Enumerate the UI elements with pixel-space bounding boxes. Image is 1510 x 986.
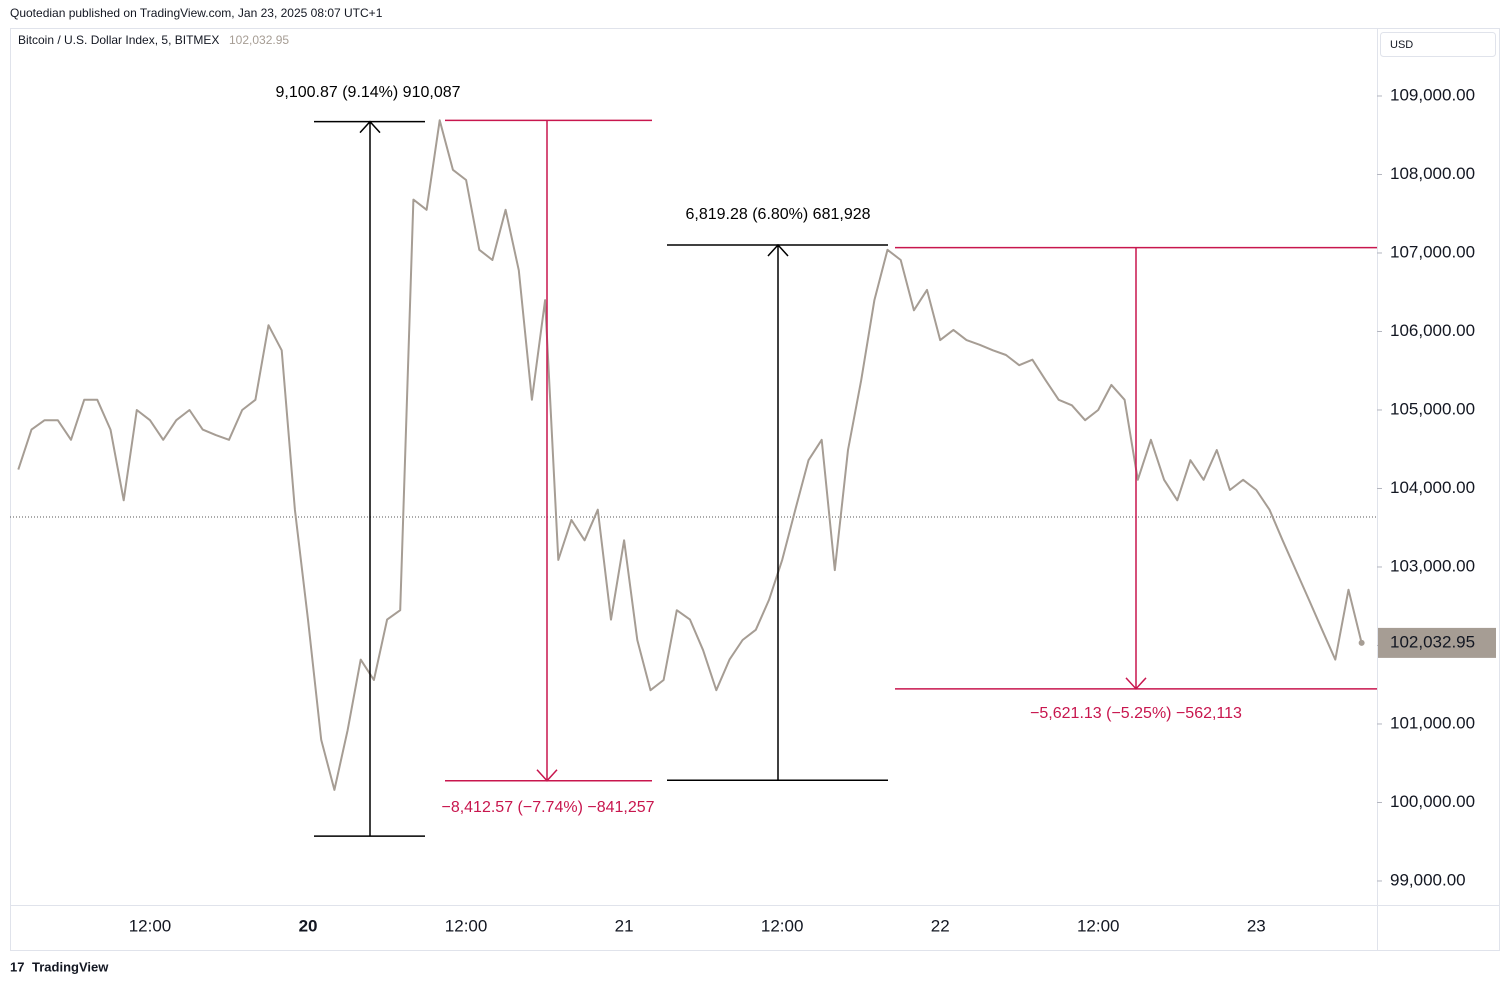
- measure-arrow: [536, 120, 558, 782]
- x-tick-label: 23: [1247, 916, 1266, 935]
- x-tick-label: 21: [615, 916, 634, 935]
- last-point: [1358, 639, 1365, 646]
- x-tick-label: 12:00: [761, 916, 804, 935]
- y-tick-label: 106,000.00: [1390, 321, 1475, 340]
- measure-label: −8,412.57 (−7.74%) −841,257: [441, 799, 654, 816]
- measure-label: 9,100.87 (9.14%) 910,087: [275, 84, 460, 101]
- last-price-box: [1378, 627, 1496, 658]
- measure-arrow: [1125, 247, 1147, 690]
- measure-label: −5,621.13 (−5.25%) −562,113: [1030, 705, 1242, 722]
- header-price: 102,032.95: [229, 33, 289, 47]
- x-tick-label: 12:00: [445, 916, 488, 935]
- x-tick-label: 20: [299, 916, 318, 935]
- y-tick-label: 109,000.00: [1390, 85, 1475, 104]
- currency-label[interactable]: USD: [1390, 39, 1413, 51]
- y-tick-label: 104,000.00: [1390, 478, 1475, 497]
- y-tick-label: 107,000.00: [1390, 242, 1475, 261]
- price-line: [17, 119, 1363, 791]
- currency-button[interactable]: [1380, 32, 1496, 57]
- measure-arrow: [359, 120, 381, 837]
- footer-logo: TradingView: [32, 959, 109, 974]
- measure-arrow: [767, 243, 789, 781]
- chart-frame: [10, 28, 1500, 951]
- y-tick-label: 101,000.00: [1390, 713, 1475, 732]
- x-tick-label: 12:00: [129, 916, 172, 935]
- y-tick-label: 100,000.00: [1390, 792, 1475, 811]
- y-tick-label: 108,000.00: [1390, 164, 1475, 183]
- publisher-note: Quotedian published on TradingView.com, …: [10, 6, 383, 20]
- y-tick-label: 99,000.00: [1390, 870, 1466, 889]
- x-tick-label: 12:00: [1077, 916, 1120, 935]
- last-price-label: 102,032.95: [1390, 632, 1475, 651]
- y-tick-label: 103,000.00: [1390, 556, 1475, 575]
- footer-logo-icon: 17: [10, 959, 24, 974]
- y-tick-label: 105,000.00: [1390, 399, 1475, 418]
- chart-title: Bitcoin / U.S. Dollar Index, 5, BITMEX: [18, 33, 219, 47]
- measure-label: 6,819.28 (6.80%) 681,928: [685, 206, 870, 223]
- x-tick-label: 22: [931, 916, 950, 935]
